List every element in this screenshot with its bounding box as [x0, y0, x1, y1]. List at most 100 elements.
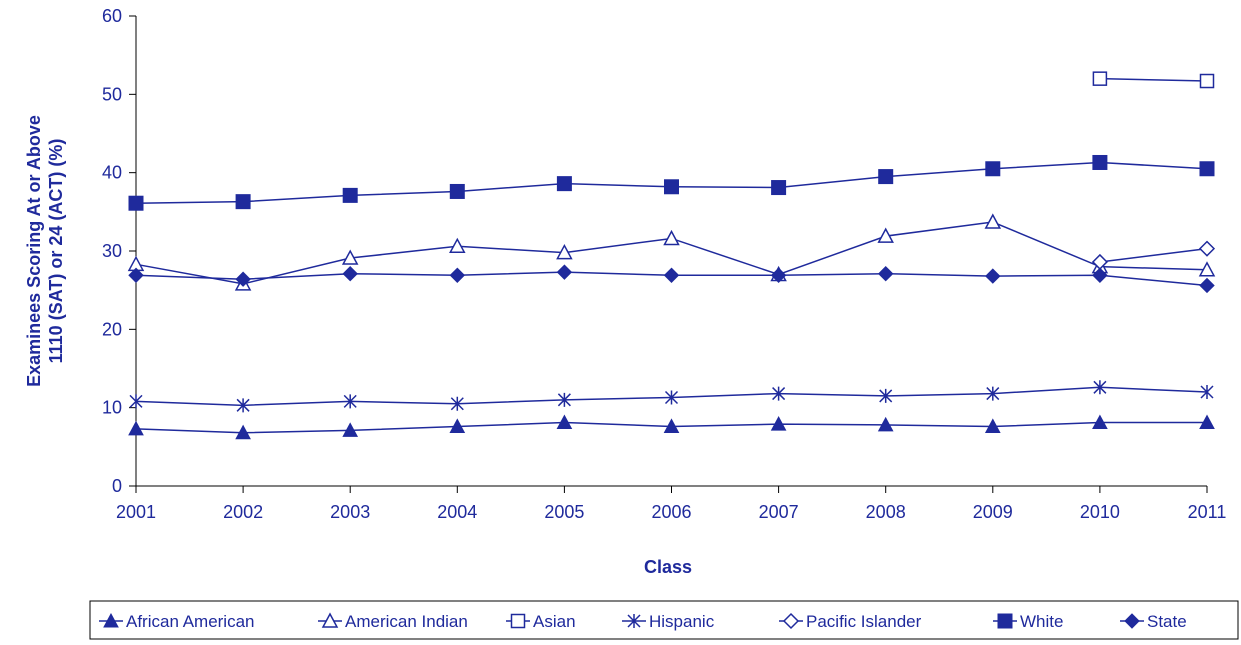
data-point-hispanic	[664, 390, 679, 405]
legend-label-american-indian: American Indian	[345, 612, 468, 631]
x-tick-label: 2011	[1188, 502, 1227, 522]
data-point-hispanic	[772, 386, 786, 401]
data-point-hispanic	[1093, 380, 1107, 395]
data-point-white	[1199, 161, 1215, 177]
x-tick-label: 2007	[759, 502, 799, 522]
x-axis-ticks: 2001 2002 2003 2004 2005 2006 2007 2008 2009 2010…	[116, 486, 1226, 522]
y-tick-label: 60	[102, 6, 122, 26]
data-point-white	[342, 187, 358, 203]
data-point-african-american	[1199, 414, 1215, 430]
data-point-pacific-islander	[1198, 240, 1216, 257]
data-point-white	[771, 180, 787, 196]
legend-label-pacific-islander: Pacific Islander	[806, 612, 922, 631]
data-point-white	[878, 169, 894, 185]
chart-axes	[135, 16, 1207, 487]
legend-marker-asian	[510, 613, 526, 629]
data-point-state	[1092, 267, 1108, 283]
data-point-state	[985, 268, 1001, 284]
data-point-african-american	[663, 418, 680, 433]
data-point-african-american	[235, 424, 251, 440]
legend-marker-pacific-islander	[782, 612, 800, 630]
data-point-african-american	[556, 414, 573, 430]
legend-label-hispanic: Hispanic	[649, 612, 715, 631]
data-point-hispanic	[236, 398, 250, 413]
data-point-hispanic	[129, 394, 143, 409]
data-point-white	[556, 176, 572, 192]
data-point-american-indian	[984, 213, 1002, 229]
data-point-hispanic	[557, 392, 571, 407]
x-tick-label: 2004	[437, 502, 477, 522]
data-point-american-indian	[877, 227, 894, 243]
y-axis-label-line-2: 1110 (SAT) or 24 (ACT) (%)	[46, 139, 66, 364]
data-point-white	[985, 161, 1001, 177]
y-axis-label-line-1: Examinees Scoring At or Above	[24, 115, 44, 387]
data-point-state	[663, 267, 680, 283]
series-hispanic	[129, 380, 1214, 413]
legend-label-asian: Asian	[533, 612, 576, 631]
data-point-american-indian	[449, 237, 466, 254]
data-point-state	[556, 264, 573, 280]
data-point-african-american	[449, 418, 466, 433]
data-point-african-american	[342, 422, 359, 437]
data-point-white	[664, 179, 679, 195]
legend-marker-hispanic	[627, 614, 641, 628]
data-point-white	[128, 195, 144, 211]
data-point-state	[235, 271, 251, 287]
data-point-asian	[1199, 73, 1215, 89]
data-point-state	[342, 266, 358, 282]
data-point-state	[770, 267, 787, 283]
legend-marker-state	[1124, 613, 1140, 629]
data-point-american-indian	[663, 229, 680, 246]
x-tick-label: 2006	[651, 502, 691, 522]
legend-item-asian: Asian	[506, 612, 576, 631]
data-point-state	[449, 267, 466, 283]
y-tick-label: 10	[102, 398, 122, 418]
x-tick-label: 2001	[116, 502, 156, 522]
data-point-hispanic	[879, 388, 893, 403]
data-point-white	[235, 194, 251, 210]
x-tick-label: 2005	[544, 502, 584, 522]
data-point-african-american	[128, 420, 144, 436]
series-white	[128, 154, 1215, 211]
series-pacific-islander	[1091, 240, 1216, 271]
y-tick-label: 0	[112, 476, 122, 496]
legend: African American American Indian Asian Hisp…	[89, 600, 1239, 640]
x-axis-label: Class	[644, 557, 692, 577]
series-african-american	[128, 414, 1215, 440]
series-line-pacific-islander	[1099, 247, 1208, 263]
y-tick-label: 40	[102, 163, 122, 183]
legend-marker-african-american	[103, 612, 119, 628]
series-group	[127, 71, 1216, 440]
legend-marker-american-indian	[321, 612, 339, 628]
data-point-hispanic	[450, 396, 464, 411]
legend-label-white: White	[1020, 612, 1063, 631]
y-tick-label: 20	[102, 319, 122, 339]
data-point-hispanic	[986, 386, 1000, 401]
x-tick-label: 2002	[223, 502, 263, 522]
data-point-african-american	[877, 416, 894, 432]
data-point-african-american	[1092, 414, 1108, 430]
data-point-american-indian	[1198, 261, 1216, 277]
data-point-african-american	[770, 416, 787, 431]
data-point-asian	[1092, 71, 1108, 86]
series-line-asian	[1099, 77, 1208, 82]
legend-item-pacific-islander: Pacific Islander	[779, 612, 922, 631]
data-point-hispanic	[1200, 385, 1214, 399]
legend-marker-white	[997, 613, 1013, 629]
x-tick-label: 2008	[866, 502, 906, 522]
series-state	[128, 264, 1215, 294]
legend-item-state: State	[1120, 612, 1187, 631]
legend-box	[89, 600, 1239, 640]
legend-label-state: State	[1147, 612, 1187, 631]
legend-item-african-american: African American	[99, 612, 255, 631]
legend-item-white: White	[993, 612, 1063, 631]
y-tick-label: 50	[102, 84, 122, 104]
data-point-state	[128, 267, 144, 283]
y-axis-ticks: 0 10 20 30 40 50 60	[102, 6, 136, 496]
data-point-african-american	[984, 418, 1001, 433]
data-point-white	[1092, 154, 1108, 170]
x-tick-label: 2003	[330, 502, 370, 522]
legend-item-hispanic: Hispanic	[622, 612, 715, 631]
y-tick-label: 30	[102, 241, 122, 261]
